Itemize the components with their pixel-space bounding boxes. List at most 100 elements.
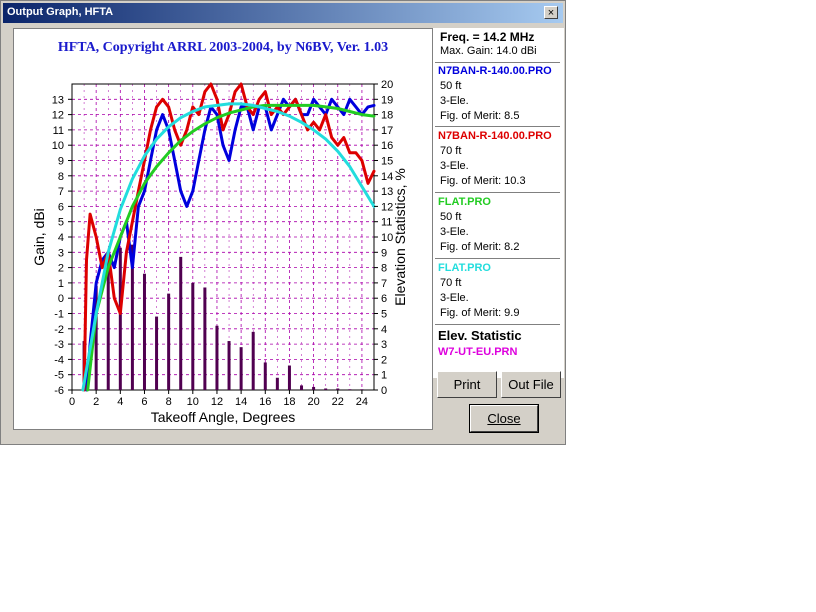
output-graph-window: Output Graph, HFTA × HFTA, Copyright ARR… — [0, 0, 566, 445]
elev-statistic-title: Elev. Statistic — [438, 328, 522, 343]
gain-curve-2 — [86, 103, 376, 392]
entry-merit: Fig. of Merit: 10.3 — [440, 175, 526, 187]
elev-stat-bar — [324, 388, 328, 390]
separator — [435, 324, 560, 325]
y-tick-label: -1 — [54, 309, 64, 321]
y-tick-label: 13 — [52, 94, 64, 106]
y2-tick-label: 18 — [381, 110, 393, 122]
elev-stat-bar — [263, 362, 267, 390]
entry-height: 50 ft — [440, 80, 462, 92]
x-tick-label: 18 — [283, 396, 295, 408]
elev-statistic-file: W7-UT-EU.PRN — [438, 346, 518, 358]
elev-stat-bar — [215, 325, 219, 390]
x-tick-label: 12 — [211, 396, 223, 408]
separator — [435, 192, 560, 193]
entry-file-name: N7BAN-R-140.00.PRO — [438, 65, 552, 77]
frequency-label: Freq. = 14.2 MHz — [440, 30, 535, 44]
elev-stat-bar — [130, 244, 134, 390]
x-tick-label: 22 — [332, 396, 344, 408]
out-file-button[interactable]: Out File — [501, 371, 561, 398]
y2-tick-label: 7 — [381, 278, 387, 290]
gain-curve-3 — [81, 102, 376, 392]
y2-tick-label: 8 — [381, 263, 387, 275]
x-axis-label: Takeoff Angle, Degrees — [151, 409, 296, 425]
info-panel: Freq. = 14.2 MHz Max. Gain: 14.0 dBi N7B… — [433, 28, 564, 378]
entry-file-name: N7BAN-R-140.00.PRO — [438, 130, 552, 142]
y2-tick-label: 5 — [381, 309, 387, 321]
y-tick-label: -4 — [54, 354, 64, 366]
y2-tick-label: 1 — [381, 370, 387, 382]
elev-stat-bar — [251, 331, 255, 390]
y-tick-label: -6 — [54, 385, 64, 397]
y2-axis-label: Elevation Statistics, % — [392, 168, 408, 306]
elev-stat-bar — [155, 316, 159, 390]
y-tick-label: 10 — [52, 140, 64, 152]
print-button-label: Print — [453, 377, 481, 392]
gain-chart: HFTA, Copyright ARRL 2003-2004, by N6BV,… — [31, 40, 408, 425]
gain-curve-1 — [82, 82, 376, 392]
close-button-label: Close — [487, 411, 521, 426]
elev-stat-bar — [142, 273, 146, 390]
entry-type: 3-Ele. — [440, 95, 469, 107]
y-tick-label: -2 — [54, 324, 64, 336]
separator — [435, 126, 560, 127]
y2-tick-label: 12 — [381, 201, 393, 213]
window-close-icon[interactable]: × — [544, 6, 558, 19]
y-tick-label: 4 — [58, 232, 64, 244]
x-tick-label: 0 — [69, 396, 75, 408]
y-tick-label: 7 — [58, 186, 64, 198]
y-tick-label: 12 — [52, 110, 64, 122]
print-button[interactable]: Print — [437, 371, 497, 398]
elev-stat-bar — [203, 287, 207, 390]
x-tick-label: 8 — [166, 396, 172, 408]
separator — [435, 62, 560, 63]
graph-area: HFTA, Copyright ARRL 2003-2004, by N6BV,… — [13, 28, 433, 430]
entry-file-name: FLAT.PRO — [438, 262, 491, 274]
elev-stat-bar — [336, 388, 340, 390]
entry-height: 50 ft — [440, 211, 462, 223]
x-tick-label: 4 — [117, 396, 123, 408]
y2-tick-label: 11 — [381, 217, 392, 229]
entry-merit: Fig. of Merit: 9.9 — [440, 307, 520, 319]
entry-height: 70 ft — [440, 277, 462, 289]
y2-tick-label: 0 — [381, 385, 387, 397]
x-tick-label: 16 — [259, 396, 271, 408]
y-tick-label: 11 — [53, 125, 64, 137]
elev-stat-bar — [360, 389, 364, 390]
y-tick-label: -3 — [54, 339, 64, 351]
elev-stat-bar — [167, 293, 171, 390]
separator — [435, 258, 560, 259]
elev-stat-bar — [287, 365, 291, 390]
close-button[interactable]: Close — [469, 404, 539, 433]
y-tick-label: 3 — [58, 247, 64, 259]
y-tick-label: 2 — [58, 263, 64, 275]
entry-type: 3-Ele. — [440, 292, 469, 304]
y2-tick-label: 17 — [381, 125, 393, 137]
elev-stat-bar — [239, 347, 243, 390]
y-axis-label: Gain, dBi — [31, 208, 47, 266]
title-bar[interactable]: Output Graph, HFTA × — [3, 3, 563, 23]
x-tick-label: 2 — [93, 396, 99, 408]
y2-tick-label: 6 — [381, 293, 387, 305]
entry-merit: Fig. of Merit: 8.5 — [440, 110, 520, 122]
y2-tick-label: 10 — [381, 232, 393, 244]
y-tick-label: 5 — [58, 217, 64, 229]
y2-tick-label: 9 — [381, 247, 387, 259]
y-tick-label: 1 — [58, 278, 64, 290]
elev-stat-bar — [300, 385, 304, 390]
x-tick-label: 24 — [356, 396, 368, 408]
max-gain-label: Max. Gain: 14.0 dBi — [440, 45, 537, 57]
y2-tick-label: 13 — [381, 186, 393, 198]
x-tick-label: 10 — [187, 396, 199, 408]
y2-tick-label: 20 — [381, 79, 393, 91]
y-tick-label: -5 — [54, 370, 64, 382]
x-tick-label: 6 — [141, 396, 147, 408]
elev-stat-bar — [106, 258, 110, 390]
y2-tick-label: 3 — [381, 339, 387, 351]
y2-tick-label: 16 — [381, 140, 393, 152]
x-tick-label: 14 — [235, 396, 247, 408]
elev-stat-bar — [118, 247, 122, 390]
elev-stat-bar — [227, 341, 231, 390]
elev-stat-bar — [312, 386, 316, 390]
entry-type: 3-Ele. — [440, 160, 469, 172]
